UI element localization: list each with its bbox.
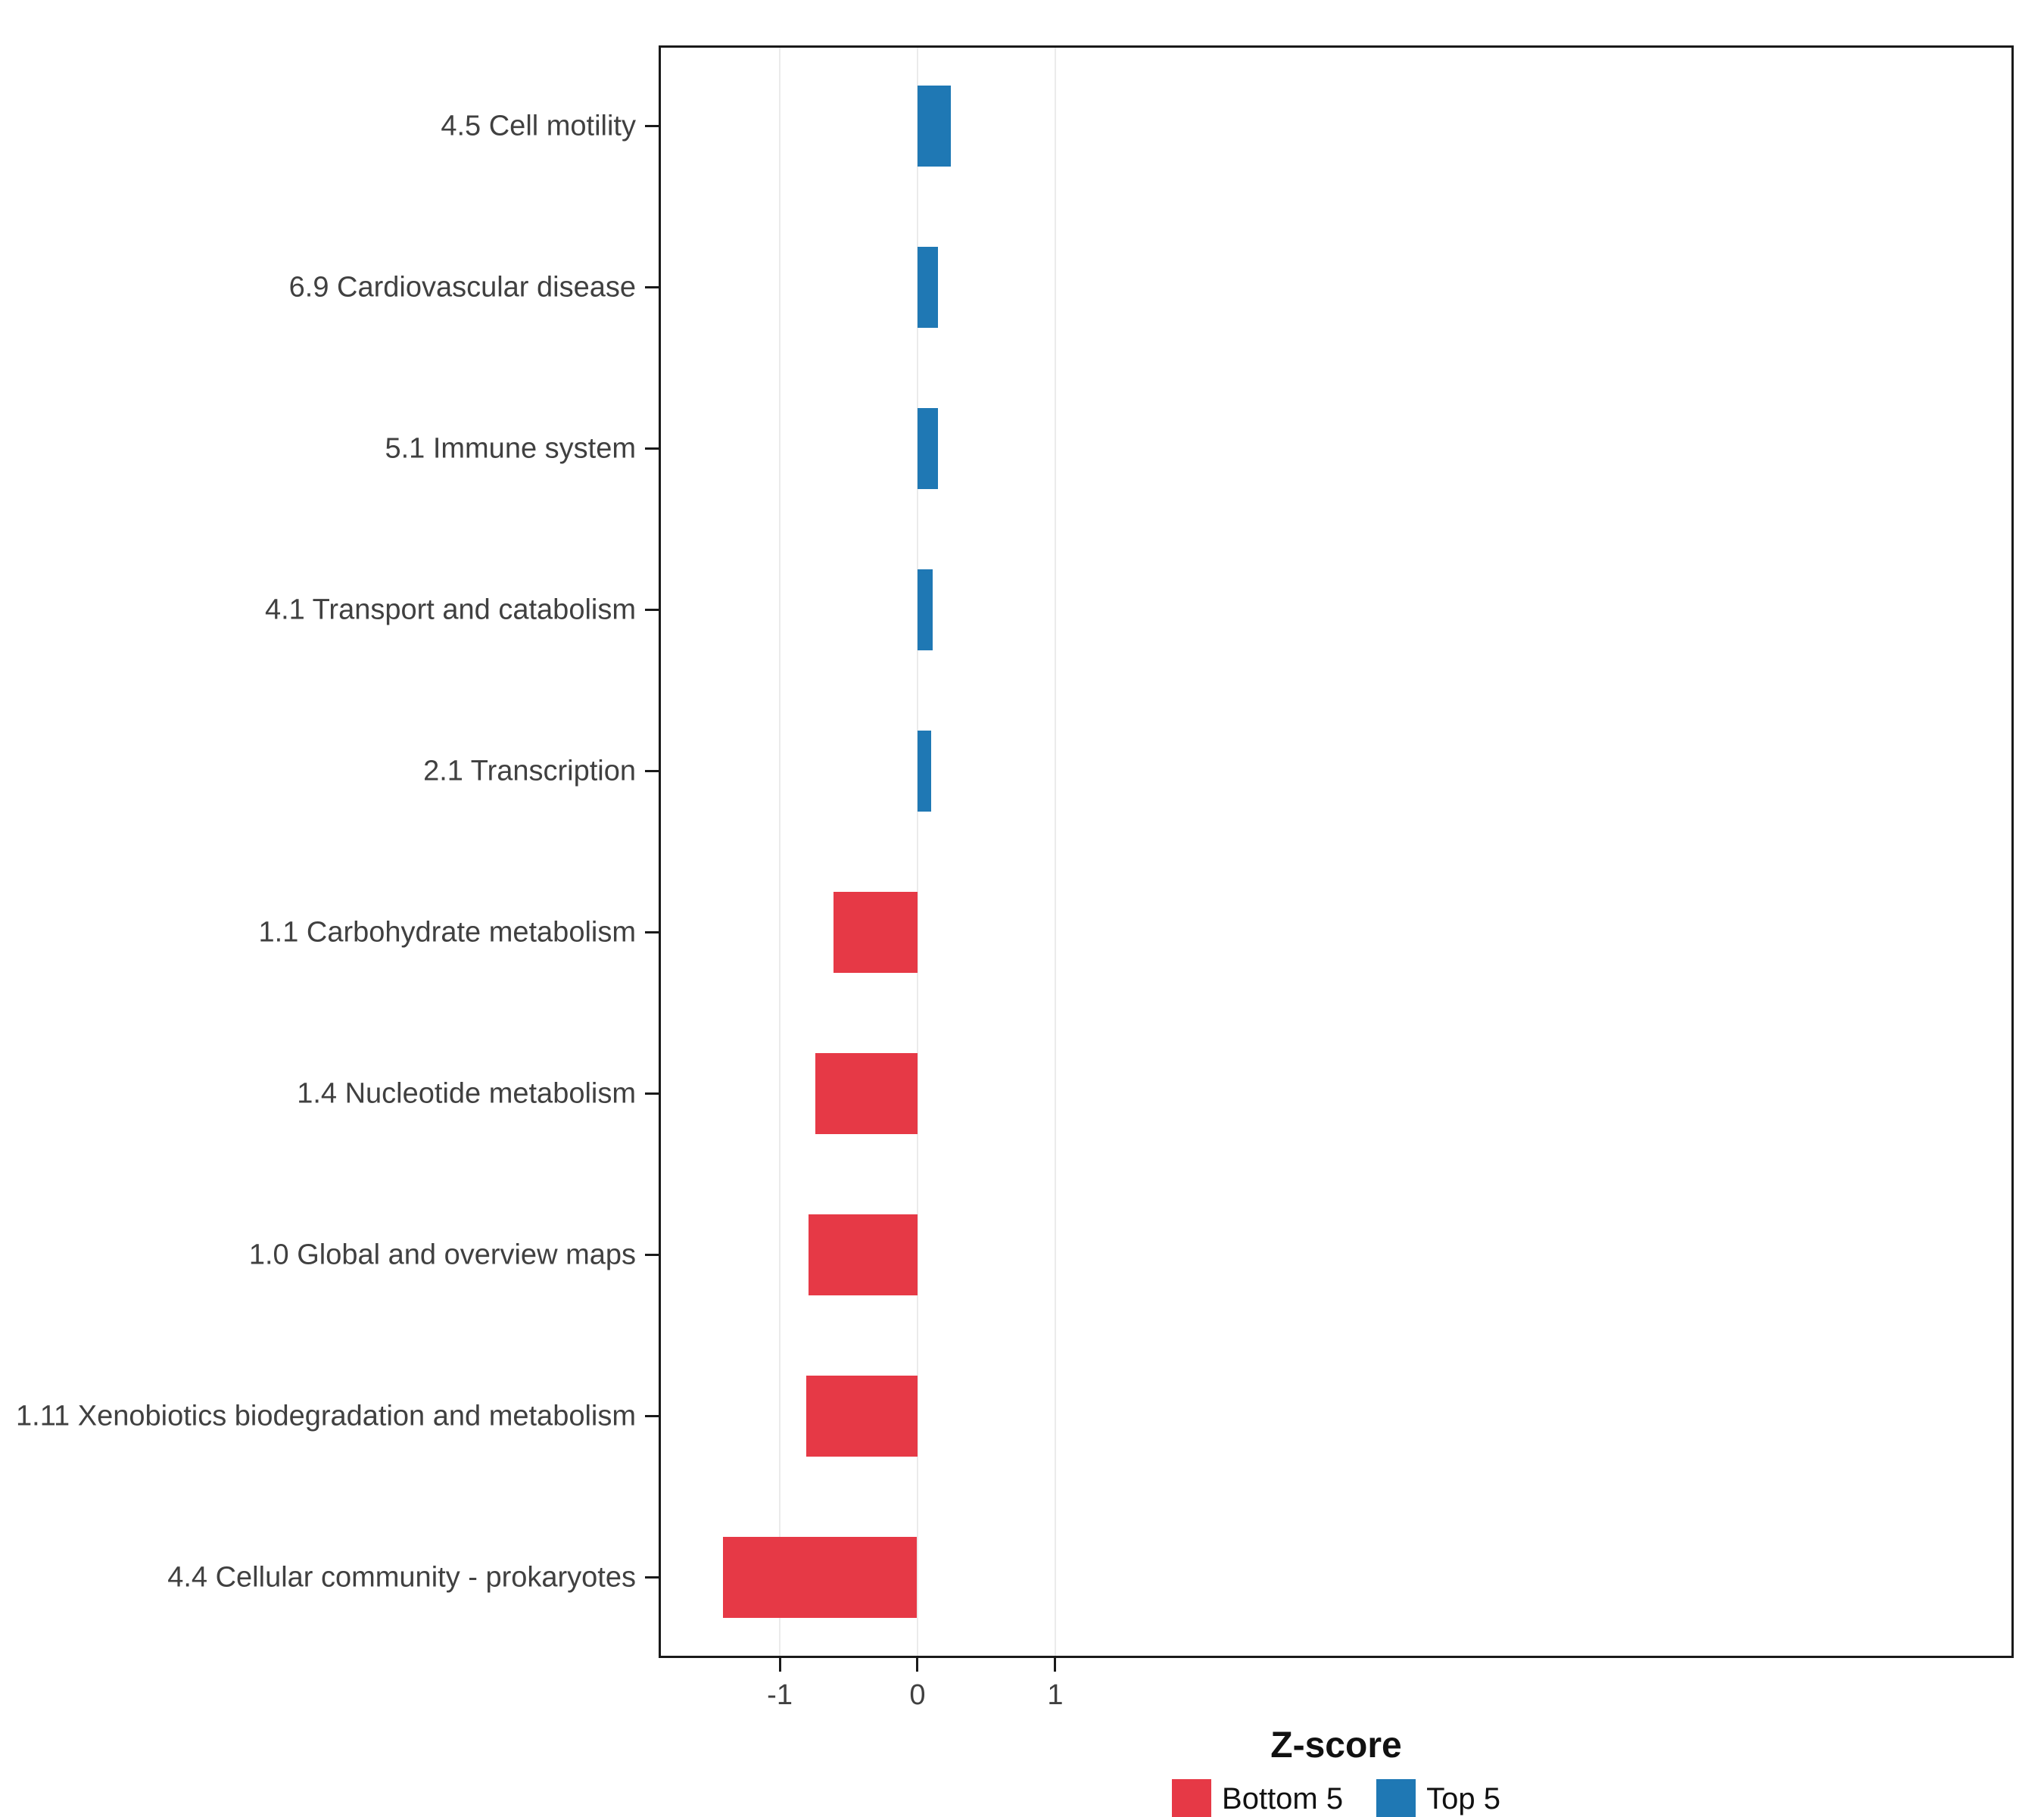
legend-item: Bottom 5: [1172, 1779, 1343, 1817]
legend-label: Top 5: [1426, 1781, 1500, 1815]
legend-swatch: [1376, 1779, 1416, 1817]
bar: [917, 408, 938, 489]
y-tick-label: 4.4 Cellular community - prokaryotes: [167, 1561, 636, 1593]
bar: [917, 569, 933, 650]
legend: Bottom 5 Top 5: [659, 1779, 2014, 1817]
x-tick-label: 0: [909, 1679, 926, 1711]
bar: [917, 247, 938, 328]
gridline: [779, 48, 781, 1656]
y-tick-label: 1.4 Nucleotide metabolism: [297, 1077, 636, 1109]
x-axis-tick: [916, 1658, 919, 1672]
y-tick-label: 1.1 Carbohydrate metabolism: [258, 916, 636, 948]
x-tick-label: 1: [1047, 1679, 1064, 1711]
x-axis-tick: [1054, 1658, 1057, 1672]
y-axis-tick: [645, 770, 659, 772]
x-axis-tick: [778, 1658, 781, 1672]
y-tick-label: 6.9 Cardiovascular disease: [288, 271, 636, 303]
y-tick-label: 4.1 Transport and catabolism: [264, 594, 636, 625]
y-tick-label: 5.1 Immune system: [385, 432, 636, 464]
bar: [917, 86, 951, 167]
y-axis-tick: [645, 1576, 659, 1579]
legend-item: Top 5: [1376, 1779, 1500, 1817]
bar: [805, 1376, 918, 1457]
bar: [723, 1537, 918, 1618]
x-axis-title: Z-score: [1270, 1725, 1402, 1766]
y-axis-tick: [645, 609, 659, 611]
y-tick-label: 2.1 Transcription: [423, 755, 636, 787]
y-axis-tick: [645, 125, 659, 127]
y-axis-tick: [645, 931, 659, 933]
legend-swatch: [1172, 1779, 1212, 1817]
y-axis-tick: [645, 447, 659, 450]
legend-label: Bottom 5: [1222, 1781, 1344, 1815]
y-tick-label: 4.5 Cell motility: [441, 110, 636, 142]
y-axis-tick: [645, 1415, 659, 1417]
bar: [815, 1053, 918, 1134]
y-tick-label: 1.0 Global and overview maps: [248, 1239, 636, 1270]
bar: [833, 892, 918, 973]
gridline: [916, 48, 918, 1656]
gridline: [1054, 48, 1056, 1656]
bar: [917, 731, 931, 812]
y-axis-tick: [645, 1254, 659, 1256]
y-tick-label: 1.11 Xenobiotics biodegradation and meta…: [16, 1400, 636, 1432]
bar: [809, 1214, 918, 1295]
y-axis-tick: [645, 1092, 659, 1095]
y-axis-tick: [645, 286, 659, 288]
x-tick-label: -1: [767, 1679, 793, 1711]
